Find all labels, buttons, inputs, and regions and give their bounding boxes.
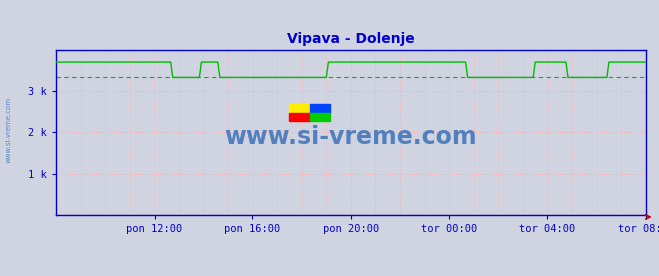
- Bar: [310, 104, 330, 113]
- Bar: [310, 113, 330, 121]
- Title: Vipava - Dolenje: Vipava - Dolenje: [287, 32, 415, 46]
- Bar: [289, 113, 310, 121]
- Text: www.si-vreme.com: www.si-vreme.com: [5, 97, 12, 163]
- Text: www.si-vreme.com: www.si-vreme.com: [225, 126, 477, 149]
- Bar: [289, 104, 310, 113]
